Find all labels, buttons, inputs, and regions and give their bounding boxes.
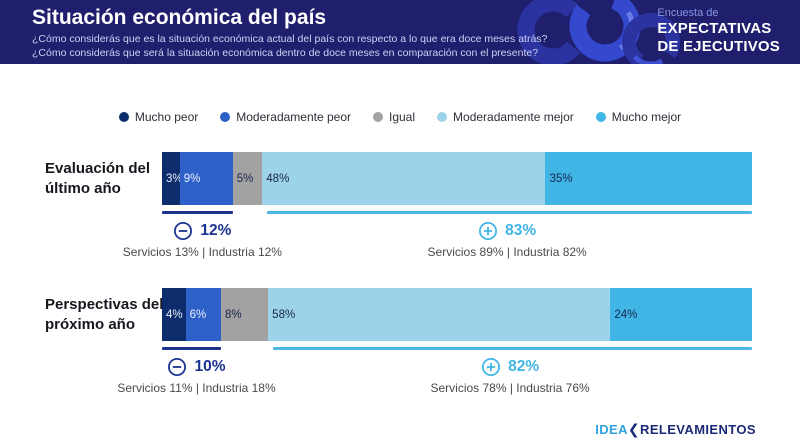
legend-color-dot [220,112,231,122]
positive-detail: Servicios 89% | Industria 82% [427,245,587,259]
legend-label: Mucho peor [134,110,199,124]
bar-segment: 4% [162,288,186,341]
bar-segment-value: 24% [614,308,638,321]
legend-label: Igual [389,110,416,124]
row-category-label-line: Perspectivas del [45,296,164,313]
survey-tagline-line-2: DE EJECUTIVOS [657,38,780,55]
bar-segment-value: 9% [183,172,201,185]
minus-circle-icon [168,357,187,377]
brand-logo: idea❮relevamientos [595,421,756,438]
negative-underline [162,211,233,214]
positive-total: 83% [505,222,537,239]
chevron-left-icon: ❮ [627,421,641,437]
survey-tagline: Encuesta de EXPECTATIVAS DE EJECUTIVOS [657,7,780,56]
subtitle-line-1: ¿Cómo considerás que es la situación eco… [32,33,548,45]
positive-underline [267,211,752,214]
legend-item: Moderadamente mejor [437,110,574,124]
legend-color-dot [373,112,383,122]
legend-item: Moderadamente peor [220,110,351,124]
bar-segment: 35% [545,152,752,205]
positive-detail: Servicios 78% | Industria 76% [430,381,590,395]
plus-circle-icon [479,221,498,241]
bar-segment-value: 4% [166,308,183,321]
summary-negative: 10% Servicios 11% | Industria 18% [67,357,327,395]
summary-positive: 83% Servicios 89% | Industria 82% [377,221,637,259]
legend-label: Moderadamente peor [236,110,351,124]
legend-label: Mucho mejor [611,110,682,124]
legend-label: Moderadamente mejor [453,110,574,124]
bar-segment-value: 58% [272,308,296,321]
stacked-bar: 4% 6% 8% 58% 24% [162,288,752,341]
legend-color-dot [595,112,606,122]
row-category-label-line: próximo año [45,315,136,333]
brand-logo-idea: idea [595,422,628,437]
legend-item: Mucho peor [118,110,199,124]
row-category-label-line: último año [45,179,121,197]
survey-tagline-line-1: EXPECTATIVAS [657,20,772,37]
subtitle-line-2: ¿Cómo considerás que será la situación e… [32,46,539,59]
bar-segment: 58% [268,288,611,341]
bar-segment: 5% [232,152,263,205]
bar-segment-value: 8% [224,308,242,321]
positive-underline [273,347,752,350]
row-category-label-line: Evaluación del [45,160,151,177]
brand-logo-relevamientos: relevamientos [640,422,756,437]
circular-arrows-logo-icon [517,0,680,64]
stacked-bar: 3%9% 5% 48% 35% [162,152,752,205]
bar-segment: 48% [262,152,546,205]
positive-total-head: 82% [380,357,640,377]
bar-segment-value: 35% [549,172,573,185]
bar-segment: 6% [185,288,221,341]
header-banner: Situación económica del país ¿Cómo consi… [0,0,800,64]
summary-positive: 82% Servicios 78% | Industria 76% [380,357,640,395]
negative-detail: Servicios 11% | Industria 18% [117,381,276,395]
legend-color-dot [118,112,129,122]
negative-total: 12% [200,222,232,239]
negative-underline [162,347,221,350]
bar-segment-value: 3% [166,172,180,185]
legend: Mucho peor Moderadamente peor Igual Moderad… [0,110,800,124]
page-title: Situación económica del país [32,6,327,29]
row-category-label: Perspectivas del próximo año [45,295,165,334]
plus-circle-icon [482,357,501,377]
summary-negative: 12% Servicios 13% | Industria 12% [72,221,332,259]
bar-segment-value: 6% [189,308,207,321]
legend-color-dot [437,112,448,122]
bar-segment-value: 5% [236,172,254,185]
header-text-block: Situación económica del país ¿Cómo consi… [32,5,547,60]
bar-segment-value: 48% [266,172,290,185]
negative-total-head: 10% [67,357,327,377]
bar-segment: 9% [179,152,233,205]
positive-total-head: 83% [377,221,637,241]
row-category-label: Evaluación del último año [45,159,165,198]
bar-segment: 24% [610,288,752,341]
negative-detail: Servicios 13% | Industria 12% [122,245,282,259]
bar-segment: 8% [220,288,269,341]
legend-item: Igual [373,110,415,124]
survey-tagline-small: Encuesta de [657,7,719,19]
minus-circle-icon [174,221,193,241]
negative-total-head: 12% [72,221,332,241]
bar-segment: 3% [162,152,180,205]
negative-total: 10% [194,358,226,375]
legend-item: Mucho mejor [595,110,682,124]
positive-total: 82% [508,358,540,375]
